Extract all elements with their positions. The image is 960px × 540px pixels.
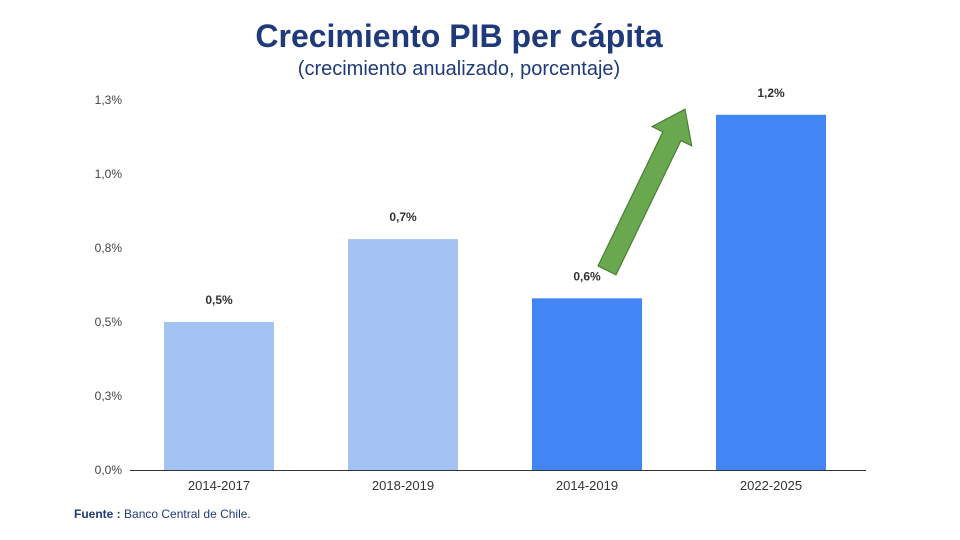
data-label: 0,5% [205,293,233,307]
x-tick-label: 2014-2019 [556,478,618,493]
source-note: Fuente : Banco Central de Chile. [74,507,251,521]
chart-subtitle: (crecimiento anualizado, porcentaje) [297,58,621,80]
y-tick-label: 0,3% [95,389,123,403]
y-tick-label: 0,8% [95,241,123,255]
data-label: 0,6% [573,269,601,283]
bar-2014-2019 [532,298,642,470]
x-tick-label: 2014-2017 [188,478,250,493]
chart-title: Crecimiento PIB per cápita [255,18,663,54]
source-text: Banco Central de Chile. [124,507,251,521]
y-tick-label: 0,5% [95,315,123,329]
bar-2018-2019 [348,239,458,470]
growth-arrow-icon [597,108,693,276]
x-tick-label: 2018-2019 [372,478,434,493]
y-tick-label: 0,0% [95,463,123,477]
data-label: 0,7% [389,210,417,224]
bar-2014-2017 [164,322,274,470]
data-label: 1,2% [757,86,785,100]
bar-2022-2025 [716,114,826,471]
y-tick-label: 1,3% [95,93,123,107]
x-tick-label: 2022-2025 [740,478,802,493]
y-tick-label: 1,0% [95,167,123,181]
source-label: Fuente : [74,507,121,521]
